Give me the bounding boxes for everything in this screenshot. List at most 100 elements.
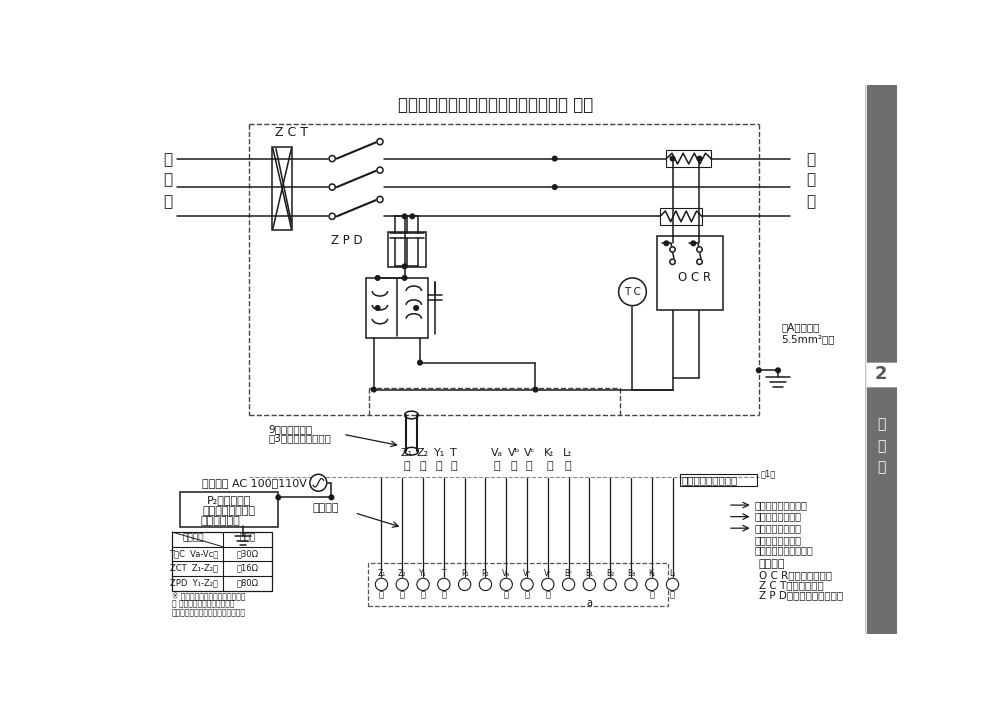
Circle shape (414, 305, 419, 310)
Circle shape (645, 578, 658, 590)
Text: Z₁: Z₁ (401, 448, 413, 458)
Text: B₂: B₂ (606, 569, 614, 578)
Text: 扱: 扱 (877, 439, 885, 453)
Text: 白: 白 (670, 590, 675, 599)
Circle shape (396, 578, 409, 590)
Circle shape (276, 495, 281, 500)
Circle shape (696, 259, 702, 264)
Text: P₁: P₁ (461, 569, 469, 578)
Text: 約30Ω: 約30Ω (237, 549, 259, 558)
Bar (660, 208, 701, 225)
Text: 注1）: 注1） (760, 470, 775, 478)
Circle shape (775, 368, 780, 372)
Text: 白: 白 (564, 461, 571, 471)
Text: 側: 側 (806, 194, 815, 209)
Text: ZCT  Z₁-Z₂間: ZCT Z₁-Z₂間 (170, 564, 218, 572)
Bar (368, 563, 668, 606)
Text: B₃: B₃ (626, 569, 635, 578)
Bar (866, 362, 897, 386)
Text: O C R：過電流リレー: O C R：過電流リレー (759, 570, 832, 580)
Text: 9心制御口出線: 9心制御口出線 (269, 424, 313, 434)
Text: 名称を参照願います。: 名称を参照願います。 (755, 545, 813, 555)
Circle shape (562, 578, 574, 590)
Circle shape (552, 185, 557, 189)
Text: Vₐ: Vₐ (491, 448, 502, 458)
Circle shape (618, 278, 646, 305)
Circle shape (664, 241, 668, 246)
Text: Vᵇ: Vᵇ (507, 448, 520, 458)
Text: Vᶜ: Vᶜ (543, 569, 551, 578)
Bar (180, 492, 279, 528)
Text: 約16Ω: 約16Ω (237, 564, 259, 572)
Text: T: T (442, 569, 447, 578)
Circle shape (377, 139, 383, 145)
Text: 状態で測定したものです。: 状態で測定したものです。 (172, 600, 235, 608)
Text: 青: 青 (524, 590, 529, 599)
Text: 緑: 緑 (526, 461, 532, 471)
Text: T・C  Va-Vc間: T・C Va-Vc間 (169, 549, 218, 558)
Text: Z C T：零相変流器: Z C T：零相変流器 (759, 580, 823, 590)
Bar (366, 278, 428, 338)
Text: 青: 青 (510, 461, 517, 471)
Circle shape (533, 387, 537, 392)
Text: 取: 取 (877, 417, 885, 431)
Bar (866, 362, 897, 386)
Text: 源: 源 (163, 172, 172, 188)
Text: 約80Ω: 約80Ω (237, 578, 259, 587)
Circle shape (500, 578, 512, 590)
Text: Bᶜ: Bᶜ (564, 569, 572, 578)
Circle shape (329, 184, 336, 190)
Text: Lₜ: Lₜ (669, 569, 676, 578)
Circle shape (520, 578, 533, 590)
Text: P₂: P₂ (482, 569, 490, 578)
Text: 橙: 橙 (421, 590, 426, 599)
Text: 緑: 緑 (545, 590, 550, 599)
Text: Lₜ: Lₜ (563, 448, 572, 458)
Text: 荷: 荷 (806, 172, 815, 188)
Circle shape (670, 156, 675, 161)
Circle shape (372, 387, 376, 392)
Circle shape (583, 578, 595, 590)
Text: 抵抗値: 抵抗値 (240, 534, 256, 543)
Bar (666, 150, 711, 167)
Circle shape (670, 247, 675, 252)
Text: Kₜ: Kₜ (544, 448, 554, 458)
Text: ＺＣＴおよびＺＰＤの出力電圧特性: ＺＣＴおよびＺＰＤの出力電圧特性 (172, 608, 246, 617)
Text: O C R: O C R (677, 271, 710, 284)
Bar (680, 473, 757, 486)
Circle shape (624, 578, 637, 590)
Circle shape (696, 247, 702, 252)
Bar (272, 147, 292, 230)
Text: 灰: 灰 (451, 461, 458, 471)
Text: としてください。: としてください。 (203, 506, 256, 516)
Text: 〔A種接地〕: 〔A種接地〕 (781, 323, 819, 333)
Circle shape (691, 241, 695, 246)
Circle shape (329, 214, 336, 219)
Circle shape (403, 276, 407, 281)
Text: 黄: 黄 (503, 590, 508, 599)
Text: 詳細は１－３制御: 詳細は１－３制御 (755, 523, 802, 533)
Text: 2: 2 (875, 365, 887, 383)
Text: 黒: 黒 (420, 461, 427, 471)
Bar (388, 231, 427, 267)
Text: 制御電源 AC 100／110V: 制御電源 AC 100／110V (202, 478, 307, 488)
Text: Z₂: Z₂ (417, 448, 430, 458)
Text: T: T (451, 448, 458, 458)
Text: 《記号》: 《記号》 (759, 560, 785, 570)
Text: 側: 側 (163, 194, 172, 209)
Text: 茶: 茶 (649, 590, 654, 599)
Circle shape (541, 578, 554, 590)
Text: 赤: 赤 (404, 461, 411, 471)
Circle shape (403, 214, 407, 219)
Text: Y₁: Y₁ (434, 448, 445, 458)
Bar (866, 85, 897, 634)
Text: 2: 2 (875, 365, 887, 383)
Text: a: a (586, 598, 592, 608)
Circle shape (697, 156, 701, 161)
Text: 負: 負 (806, 152, 815, 167)
Text: Z₂: Z₂ (398, 569, 407, 578)
Circle shape (666, 578, 678, 590)
Text: 地絡、過電流および: 地絡、過電流および (755, 500, 808, 510)
Circle shape (403, 264, 407, 268)
Text: ZPD  Y₁-Z₂間: ZPD Y₁-Z₂間 (170, 578, 218, 587)
